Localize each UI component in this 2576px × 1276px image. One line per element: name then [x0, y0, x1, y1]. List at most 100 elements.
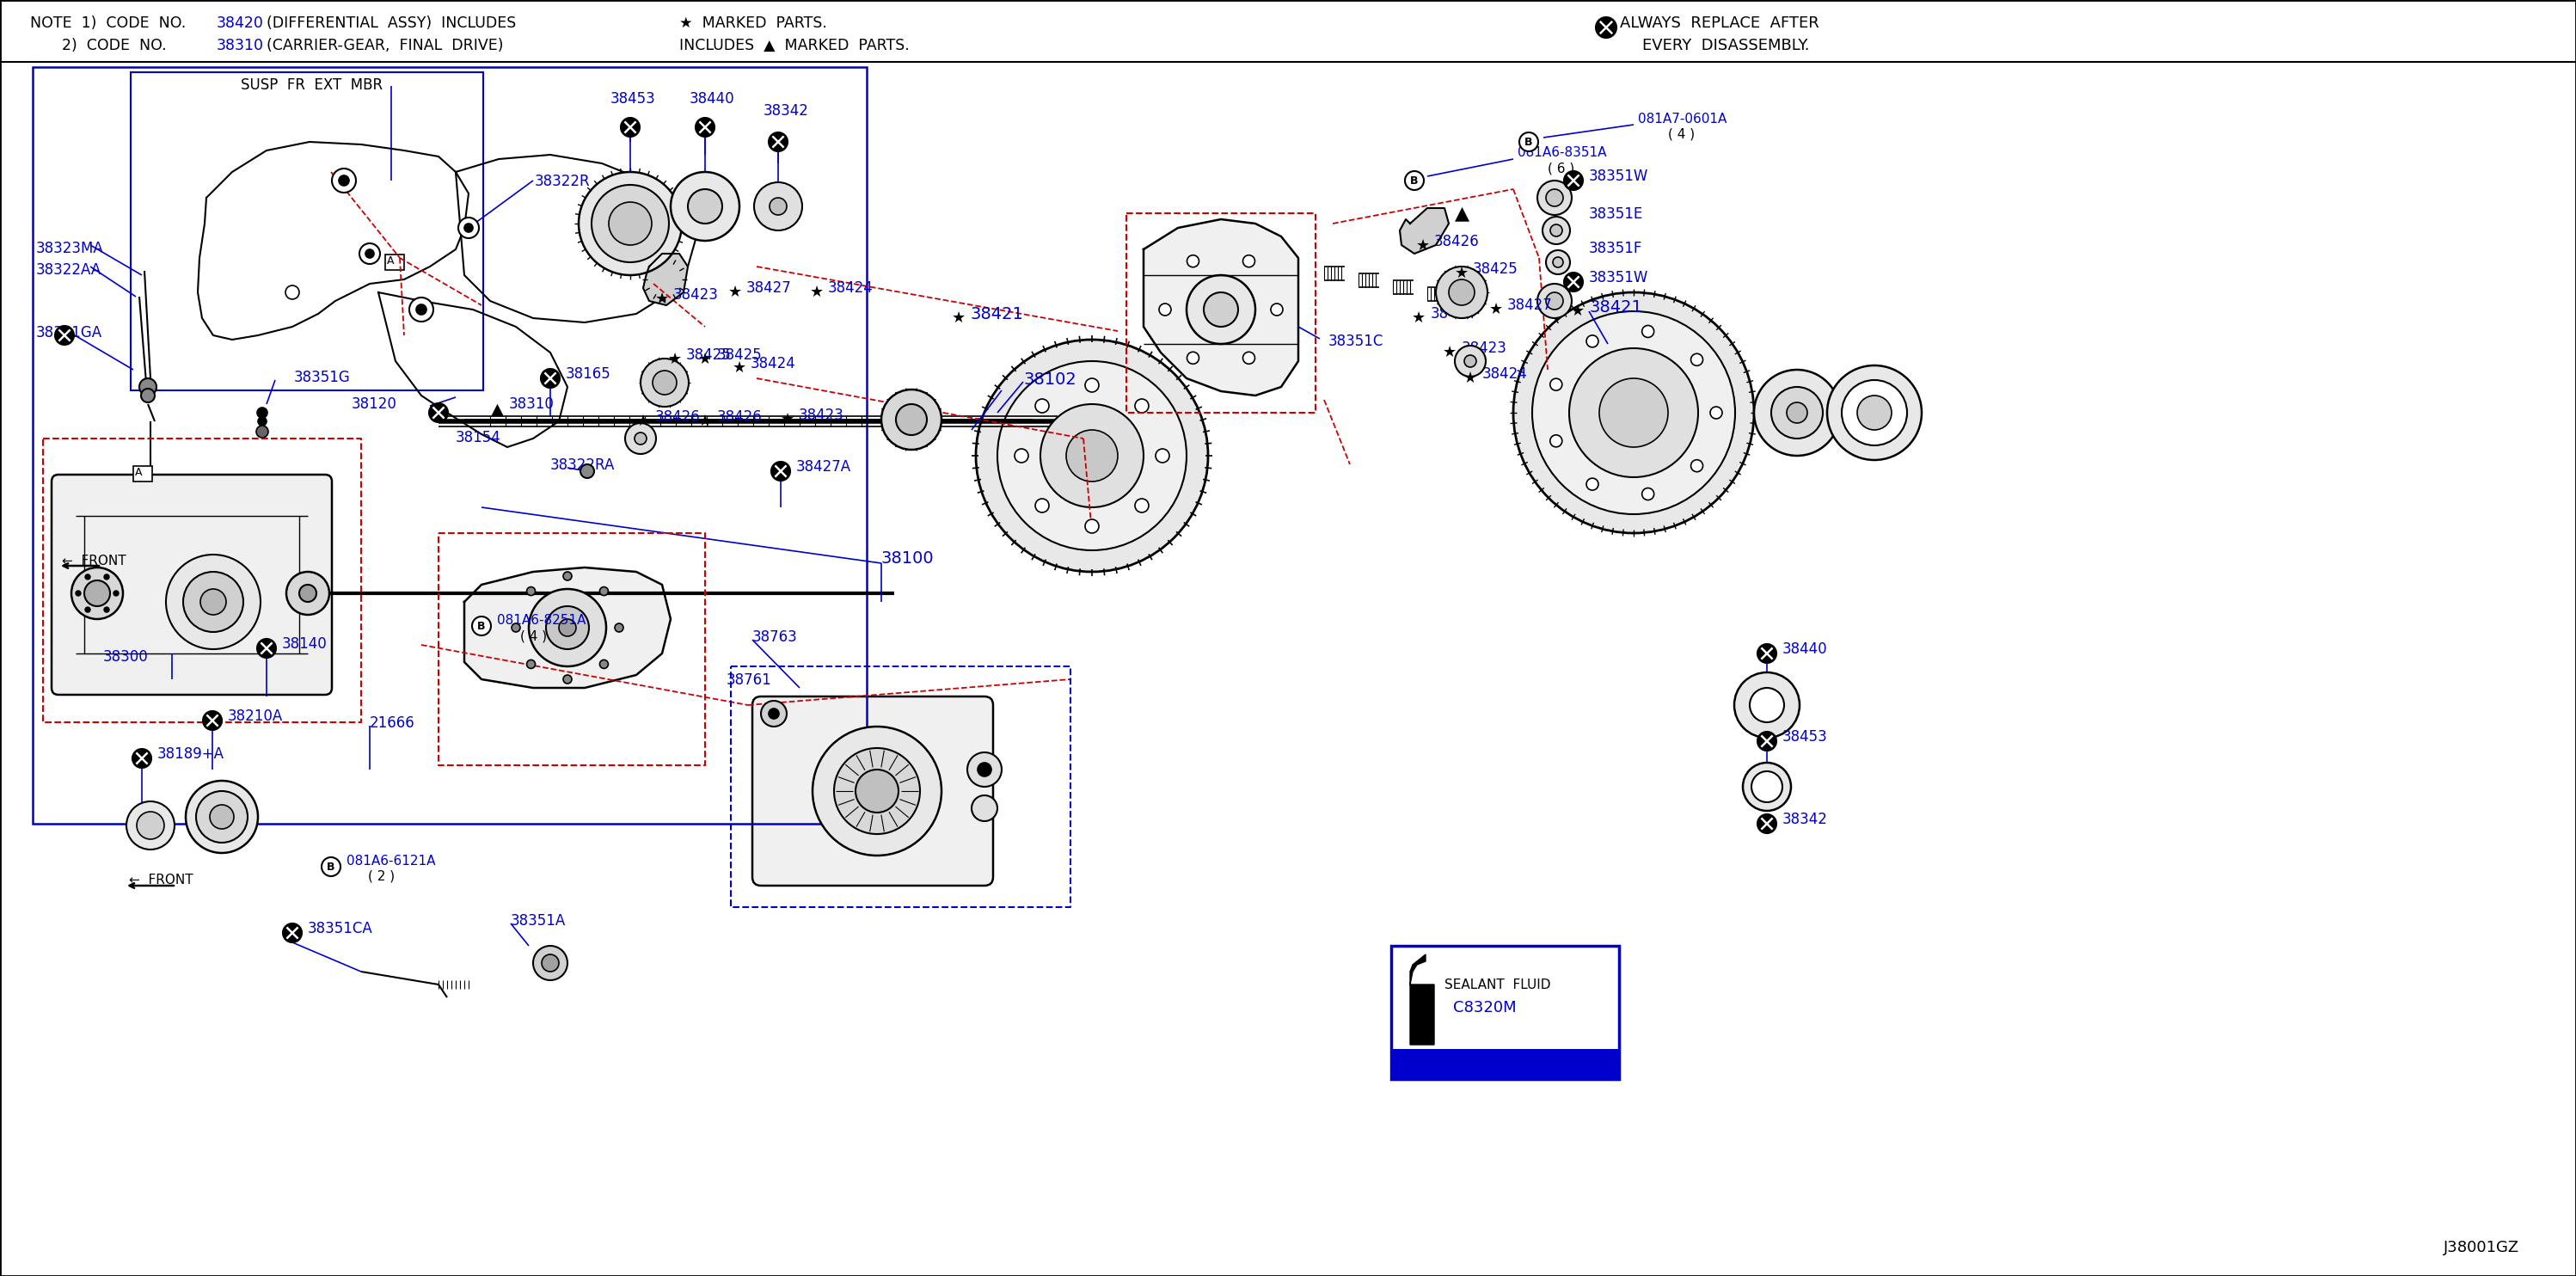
Circle shape [526, 587, 536, 596]
Circle shape [1242, 255, 1255, 267]
Circle shape [881, 389, 940, 449]
Text: J38001GZ: J38001GZ [2445, 1240, 2519, 1256]
Circle shape [608, 202, 652, 245]
Text: 38426: 38426 [716, 410, 762, 425]
Circle shape [209, 805, 234, 829]
Text: 38763: 38763 [752, 629, 799, 644]
Text: 38102: 38102 [1772, 378, 1824, 394]
Circle shape [1754, 370, 1839, 456]
Text: ★: ★ [951, 310, 966, 325]
Text: 38423: 38423 [672, 287, 719, 302]
Text: 38423: 38423 [1461, 341, 1507, 356]
Circle shape [1587, 478, 1597, 490]
Circle shape [1448, 279, 1473, 305]
Text: 38351F: 38351F [1589, 241, 1643, 256]
Text: 38351W: 38351W [1589, 168, 1649, 184]
Polygon shape [464, 568, 670, 688]
Circle shape [1188, 352, 1198, 364]
Text: ★  MARKED  PARTS.: ★ MARKED PARTS. [680, 15, 827, 31]
Circle shape [85, 574, 90, 579]
Text: 38351E: 38351E [1589, 207, 1643, 222]
Text: ★: ★ [1455, 265, 1468, 281]
Circle shape [286, 286, 299, 300]
Circle shape [471, 616, 492, 635]
Polygon shape [1409, 954, 1435, 1045]
Circle shape [1188, 255, 1198, 267]
Text: ( 4 ): ( 4 ) [520, 629, 546, 642]
Bar [33, 68, 866, 824]
Text: (CARRIER-GEAR,  FINAL  DRIVE): (CARRIER-GEAR, FINAL DRIVE) [265, 38, 502, 54]
Circle shape [768, 133, 788, 152]
Text: 38310: 38310 [216, 38, 263, 54]
Circle shape [332, 168, 355, 193]
Circle shape [641, 359, 688, 407]
Text: 38420: 38420 [216, 15, 263, 31]
Circle shape [1690, 353, 1703, 366]
Text: 38425: 38425 [685, 347, 732, 362]
Text: 38440: 38440 [1783, 642, 1826, 657]
Text: 081A7-0601A: 081A7-0601A [1638, 112, 1726, 125]
Circle shape [139, 378, 157, 396]
Circle shape [1533, 311, 1736, 514]
Circle shape [1188, 276, 1255, 345]
Circle shape [1546, 250, 1569, 274]
Circle shape [688, 189, 721, 223]
Text: ALWAYS  REPLACE  AFTER: ALWAYS REPLACE AFTER [1620, 15, 1819, 31]
Text: ▲: ▲ [489, 401, 502, 417]
Text: 38322AA: 38322AA [36, 263, 100, 278]
Text: A: A [134, 467, 142, 478]
Circle shape [1757, 644, 1777, 664]
Text: 38322R: 38322R [536, 174, 590, 189]
Circle shape [533, 946, 567, 980]
Text: 38440: 38440 [690, 91, 734, 107]
Circle shape [1546, 189, 1564, 207]
Circle shape [1842, 380, 1906, 445]
Text: 38310: 38310 [510, 397, 554, 412]
Text: A: A [386, 255, 394, 267]
Circle shape [600, 587, 608, 596]
Text: 38427A: 38427A [796, 459, 850, 475]
Text: 38761: 38761 [726, 672, 773, 688]
Circle shape [1157, 449, 1170, 463]
Text: B: B [477, 620, 487, 632]
Circle shape [459, 217, 479, 239]
Text: 38342: 38342 [1783, 812, 1829, 827]
Circle shape [652, 370, 677, 394]
Circle shape [997, 361, 1188, 550]
Circle shape [258, 417, 265, 426]
Circle shape [1455, 346, 1486, 376]
Circle shape [770, 462, 791, 481]
Circle shape [1551, 379, 1561, 390]
Text: EVERY  DISASSEMBLY.: EVERY DISASSEMBLY. [1643, 38, 1808, 54]
Circle shape [528, 590, 605, 666]
Circle shape [1641, 487, 1654, 500]
Circle shape [1595, 17, 1618, 38]
Circle shape [626, 424, 657, 454]
Circle shape [755, 182, 801, 231]
Text: ★: ★ [1417, 239, 1430, 254]
Text: SEALANT  FLUID: SEALANT FLUID [1445, 979, 1551, 991]
Text: 38351GA: 38351GA [36, 325, 103, 341]
FancyBboxPatch shape [752, 697, 994, 886]
Text: SUSP  FR  EXT  MBR: SUSP FR EXT MBR [240, 78, 384, 93]
Circle shape [564, 675, 572, 684]
Bar [1391, 1049, 1620, 1079]
FancyBboxPatch shape [52, 475, 332, 694]
Text: ( 6 ): ( 6 ) [1548, 162, 1574, 175]
Circle shape [811, 726, 940, 855]
Circle shape [559, 619, 577, 637]
Text: 38120: 38120 [353, 397, 397, 412]
Circle shape [201, 590, 227, 615]
Text: ★: ★ [654, 291, 670, 308]
Text: ▲: ▲ [1455, 204, 1468, 222]
Circle shape [1551, 435, 1561, 447]
Circle shape [255, 426, 268, 438]
Circle shape [971, 795, 997, 822]
Text: ←  FRONT: ← FRONT [129, 874, 193, 887]
Circle shape [204, 711, 222, 730]
Circle shape [1435, 267, 1486, 318]
Text: 38453: 38453 [611, 91, 657, 107]
Circle shape [634, 433, 647, 444]
Circle shape [600, 660, 608, 669]
Circle shape [1757, 731, 1777, 750]
